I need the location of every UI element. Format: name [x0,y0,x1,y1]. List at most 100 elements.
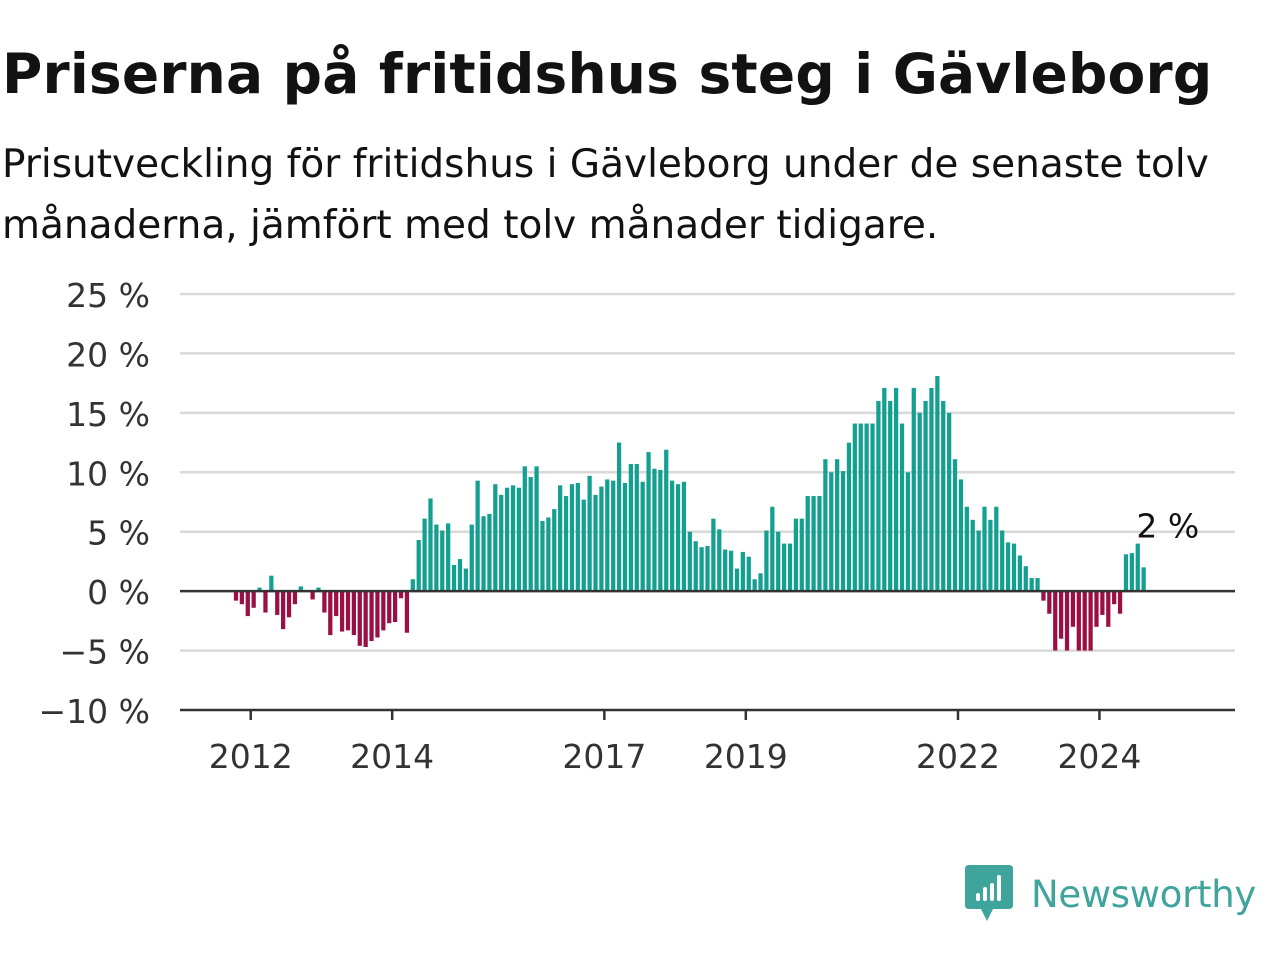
bar [876,400,881,592]
bar [357,591,362,646]
bar [1000,530,1005,592]
bar [888,400,893,592]
bar [675,484,681,592]
y-tick-label: 20 % [66,335,150,374]
bar [835,459,840,592]
bar [1005,542,1011,592]
bar [233,591,239,601]
bar [793,518,799,592]
bar [982,506,987,592]
bar [1088,591,1093,651]
bar [1106,591,1111,627]
bar [416,540,421,592]
bar [693,541,698,592]
bar [558,485,563,592]
bar [746,556,751,592]
bar [711,518,716,592]
bar [363,591,368,647]
newsworthy-logo-icon [965,865,1013,921]
bar [534,466,539,592]
gridlines [180,292,1235,652]
bar [882,387,887,592]
brand-name: Newsworthy [1031,872,1256,916]
bar [976,530,981,592]
bar [658,469,663,592]
bar [787,543,793,592]
bar [322,591,327,613]
bar [864,423,869,592]
bar [764,530,769,592]
bar [463,568,468,592]
bar [970,519,975,592]
bar [516,487,522,592]
bar [616,442,622,592]
bar [817,496,822,592]
bars [233,376,1146,651]
x-tick-label: 2022 [916,737,1000,776]
bar [1011,543,1017,592]
bar [705,545,710,592]
bar [670,480,675,592]
x-tick-label: 2024 [1057,737,1141,776]
bar [1070,591,1076,627]
bar [428,498,433,592]
bar [799,518,804,592]
bar [734,568,740,592]
bar [493,484,498,592]
bar [829,472,834,592]
bar [345,591,351,631]
bar [1129,553,1134,592]
tick-labels: 25 % 20 % 15 % 10 % 5 % 0 % −5 % −10 % 2012 2014 2… [39,276,1200,776]
bar [1117,591,1123,614]
bar [1023,566,1028,592]
bar [994,506,999,592]
y-tick-label: 10 % [66,454,150,493]
bar [251,591,256,608]
bar [275,591,280,615]
bar [1100,591,1105,615]
bar [622,482,628,592]
bar [988,519,993,592]
bar [328,591,333,636]
bar [640,481,645,592]
bar [446,523,451,592]
bar [298,586,303,592]
bar [1135,543,1140,592]
bar [823,459,828,592]
bar [1141,567,1146,592]
bar [846,442,852,592]
bar [381,591,386,631]
bar [893,387,899,592]
bar [917,412,922,592]
bar [563,496,569,592]
bar [375,591,380,638]
bar [593,494,598,592]
bar [281,591,286,630]
x-tick-label: 2014 [350,737,434,776]
bar [292,591,298,605]
bar [451,564,457,592]
bar [239,591,244,605]
bar [782,543,787,592]
bar [1112,591,1117,605]
bar [316,587,321,592]
bar [687,531,692,592]
bar [776,531,781,592]
bar [369,591,374,642]
bar [628,463,633,592]
bar [398,591,404,599]
bar [740,551,745,592]
bar [752,579,757,592]
bar [286,591,292,618]
bar [947,412,952,592]
bar [935,376,940,592]
bar [1053,591,1058,651]
bar [481,516,486,592]
bar [723,549,728,592]
bar [929,387,934,592]
bar [905,472,911,592]
bar [805,496,810,592]
bar [923,400,928,592]
bar [575,482,580,592]
bar [952,459,958,592]
